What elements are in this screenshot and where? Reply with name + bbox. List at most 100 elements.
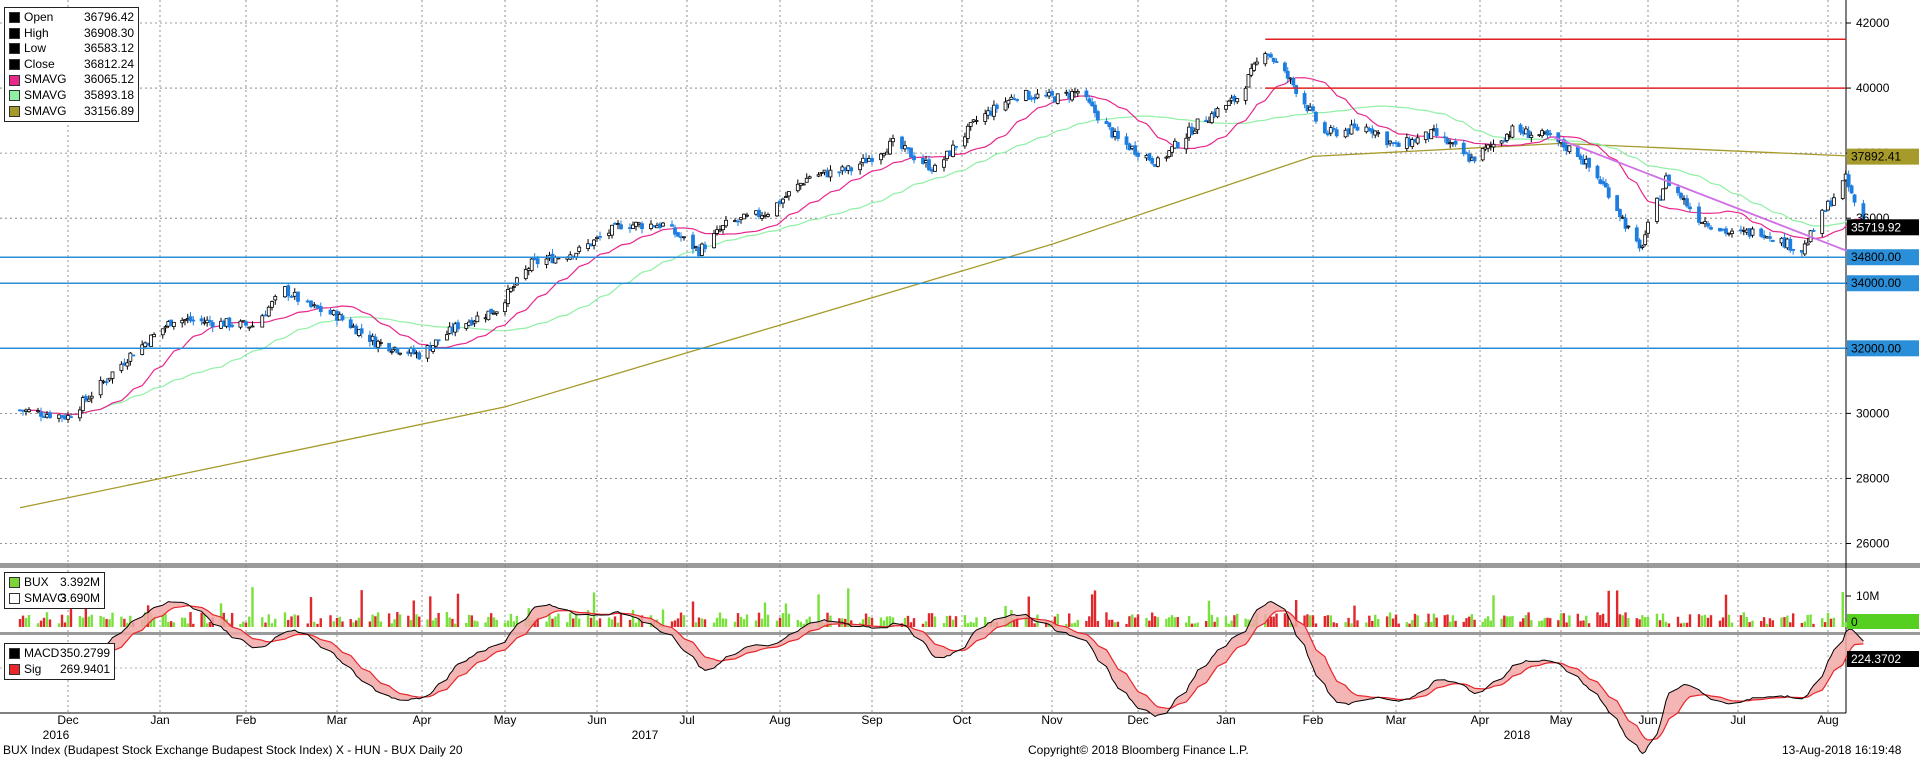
candle-body	[1107, 122, 1112, 127]
volume-bar	[1131, 614, 1134, 627]
volume-bar	[1697, 614, 1701, 627]
volume-bar	[1090, 594, 1094, 627]
candle-body	[992, 104, 996, 117]
candle-body	[210, 322, 215, 328]
volume-bar	[1044, 620, 1048, 627]
candle-body	[1314, 111, 1318, 122]
candle-body	[247, 326, 252, 329]
candle-body	[27, 409, 31, 413]
candle-body	[703, 244, 707, 250]
candle-body	[1464, 152, 1469, 155]
volume-bar	[105, 618, 108, 627]
x-tick-label: Sep	[861, 713, 883, 727]
volume-bar	[1056, 613, 1059, 627]
volume-bar	[847, 588, 850, 627]
candle-body	[607, 232, 611, 236]
volume-bar	[454, 623, 457, 627]
volume-bar	[1465, 618, 1468, 627]
volume-bar	[1706, 617, 1710, 627]
volume-bar	[679, 612, 683, 627]
volume-bar	[183, 617, 187, 627]
volume-bar	[354, 620, 358, 627]
volume-bar	[1085, 620, 1088, 627]
volume-bar	[1405, 622, 1409, 627]
volume-bar	[473, 620, 476, 627]
candle-body	[1618, 209, 1622, 217]
volume-bar	[554, 616, 557, 627]
candle-body	[425, 345, 430, 359]
footer-security: BUX Index (Budapest Stock Exchange Budap…	[3, 743, 463, 757]
legend-swatch	[9, 105, 20, 117]
candle-body	[1595, 165, 1600, 179]
y-axis: 2600028000300003200034000360003800040000…	[1846, 16, 1919, 667]
volume-bar	[1368, 615, 1371, 627]
volume-bar	[387, 613, 391, 627]
candle-body	[1802, 243, 1807, 255]
candle-body	[494, 311, 499, 314]
volume-bar	[784, 603, 788, 627]
candle-body	[1224, 104, 1228, 110]
volume-bar	[1646, 617, 1650, 627]
legend-swatch	[9, 12, 20, 24]
candle-body	[475, 315, 480, 323]
volume-bar	[533, 620, 536, 627]
volume-bar	[1227, 623, 1231, 627]
candle-body	[733, 220, 737, 223]
volume-bar	[1190, 623, 1194, 627]
candle-body	[1646, 221, 1650, 234]
volume-bar	[586, 610, 590, 627]
volume-bar	[1070, 623, 1074, 627]
candle-body	[1682, 198, 1686, 201]
volume-bar	[1224, 616, 1228, 627]
volume-bar	[1508, 616, 1511, 627]
volume-bar	[203, 613, 206, 627]
volume-bar	[1604, 622, 1608, 627]
candle-body	[1252, 63, 1256, 71]
volume-bar	[1806, 615, 1809, 627]
candle-body	[486, 310, 491, 321]
volume-bar	[1820, 618, 1824, 627]
volume-bar	[694, 622, 698, 627]
panel-separator	[0, 563, 1920, 568]
candle-body	[885, 151, 889, 155]
candle-body	[1311, 106, 1315, 112]
candle-body	[433, 339, 438, 347]
candle-body	[825, 170, 830, 178]
candle-body	[1601, 181, 1605, 185]
candle-body	[840, 166, 845, 172]
volume-bar	[1745, 617, 1748, 627]
candle-body	[951, 144, 955, 157]
x-tick-label: Jul	[679, 713, 694, 727]
candle-body	[658, 223, 662, 228]
volume-bar	[445, 612, 449, 627]
volume-bar	[434, 617, 438, 627]
x-tick-label: Apr	[1471, 713, 1490, 727]
volume-bar	[1783, 617, 1786, 627]
candle-body	[974, 120, 979, 122]
candle-body	[846, 165, 851, 171]
x-year-label: 2017	[632, 728, 659, 742]
candle-body	[89, 395, 94, 399]
candle-body	[661, 222, 665, 227]
volume-bar	[1204, 620, 1208, 627]
candle-body	[1770, 239, 1775, 242]
volume-bar	[1470, 614, 1474, 627]
candle-body	[241, 320, 246, 323]
volume-bar	[487, 616, 490, 627]
candle-body	[1604, 182, 1608, 188]
candle-body	[1075, 91, 1080, 94]
legend-swatch	[9, 90, 20, 102]
volume-bar	[192, 623, 195, 627]
candle-body	[1385, 131, 1390, 146]
volume-bar	[1607, 590, 1610, 627]
candle-body	[1768, 236, 1772, 239]
level-tag-label: 34800.00	[1851, 250, 1901, 264]
value-tag-label: 224.3702	[1851, 652, 1901, 666]
candle-body	[1003, 101, 1008, 111]
value-tag-label: 0	[1851, 615, 1858, 629]
level-tag	[1847, 340, 1919, 357]
volume-bar	[1522, 618, 1525, 627]
legend-volume: BUX 3.392M	[9, 575, 100, 591]
volume-bar	[283, 612, 287, 627]
candle-body	[1283, 62, 1287, 72]
